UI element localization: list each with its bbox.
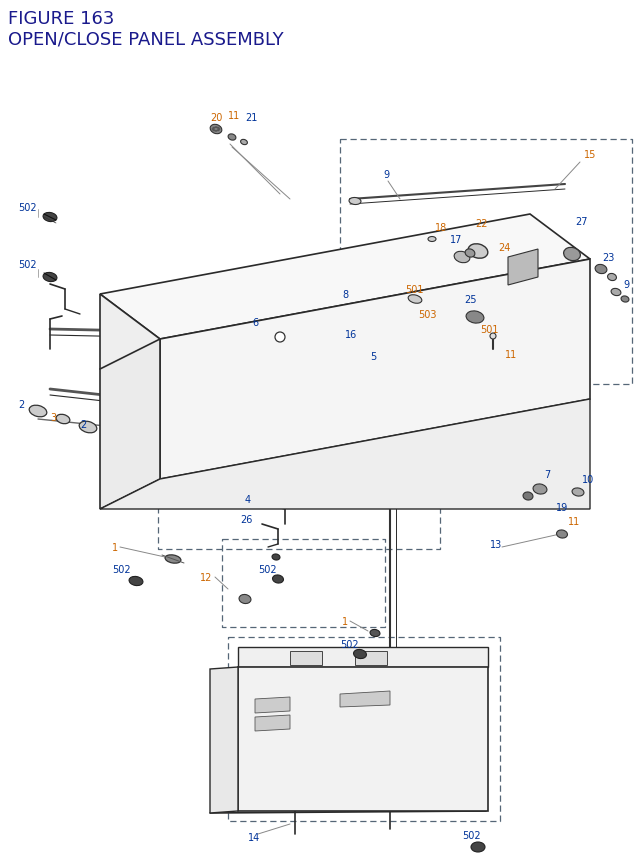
Polygon shape [100,294,160,414]
Polygon shape [210,667,238,813]
Ellipse shape [79,422,97,433]
Ellipse shape [43,273,57,282]
Ellipse shape [353,650,367,659]
Ellipse shape [29,406,47,418]
Ellipse shape [212,130,216,132]
Text: 502: 502 [340,639,358,649]
Text: 502: 502 [462,830,481,840]
Text: 502: 502 [18,202,36,213]
Text: 17: 17 [450,235,462,245]
Ellipse shape [129,577,143,586]
Ellipse shape [210,125,222,134]
Ellipse shape [471,842,485,852]
Ellipse shape [621,296,629,303]
Text: 3: 3 [50,412,56,423]
Text: 502: 502 [18,260,36,269]
Text: OPEN/CLOSE PANEL ASSEMBLY: OPEN/CLOSE PANEL ASSEMBLY [8,30,284,48]
Text: 11: 11 [228,111,240,121]
Polygon shape [160,260,590,480]
Text: 502: 502 [112,564,131,574]
Ellipse shape [428,238,436,242]
Polygon shape [100,214,590,339]
Ellipse shape [465,250,475,257]
Ellipse shape [214,131,218,133]
Circle shape [490,333,496,339]
Ellipse shape [272,554,280,561]
Text: 501: 501 [480,325,499,335]
Ellipse shape [43,214,57,222]
Text: 9: 9 [383,170,389,180]
Ellipse shape [454,252,470,263]
Text: 11: 11 [568,517,580,526]
Text: 9: 9 [623,280,629,289]
Bar [290,651,322,666]
Polygon shape [255,715,290,731]
Ellipse shape [572,488,584,497]
Ellipse shape [239,595,251,604]
Text: 2: 2 [80,419,86,430]
Text: 2: 2 [18,400,24,410]
Ellipse shape [218,129,221,131]
Text: 6: 6 [252,318,258,328]
Ellipse shape [564,248,580,262]
Bar [355,651,387,666]
Text: 5: 5 [370,351,376,362]
Text: 27: 27 [575,217,588,226]
Text: 12: 12 [200,573,212,582]
Ellipse shape [228,134,236,141]
Text: 1: 1 [342,616,348,626]
Text: 19: 19 [556,503,568,512]
Ellipse shape [216,130,220,132]
Text: 502: 502 [258,564,276,574]
Polygon shape [238,667,488,811]
Text: 13: 13 [490,539,502,549]
Text: 503: 503 [418,310,436,319]
Text: 11: 11 [505,350,517,360]
Ellipse shape [607,274,616,282]
Text: 26: 26 [240,514,252,524]
Text: 15: 15 [584,150,596,160]
Text: 8: 8 [342,289,348,300]
Ellipse shape [273,575,284,584]
Ellipse shape [216,127,220,129]
Text: FIGURE 163: FIGURE 163 [8,10,115,28]
Polygon shape [508,250,538,286]
Text: 23: 23 [602,253,614,263]
Ellipse shape [211,129,214,131]
Ellipse shape [241,140,248,146]
Polygon shape [255,697,290,713]
Text: 4: 4 [245,494,251,505]
Text: 21: 21 [245,113,257,123]
Text: 7: 7 [544,469,550,480]
Ellipse shape [468,245,488,259]
Text: 14: 14 [248,832,260,842]
Polygon shape [238,647,488,667]
Text: 1: 1 [112,542,118,553]
Ellipse shape [533,485,547,494]
Ellipse shape [466,312,484,324]
Ellipse shape [408,295,422,304]
Text: 10: 10 [582,474,595,485]
Ellipse shape [523,492,533,500]
Ellipse shape [611,289,621,296]
Text: 25: 25 [464,294,477,305]
Polygon shape [100,400,590,510]
Ellipse shape [165,555,181,563]
Text: 24: 24 [498,243,510,253]
Circle shape [275,332,285,343]
Text: 16: 16 [345,330,357,339]
Text: 20: 20 [210,113,222,123]
Ellipse shape [212,127,216,129]
Ellipse shape [214,127,218,129]
Ellipse shape [56,415,70,424]
Polygon shape [340,691,390,707]
Polygon shape [100,339,160,510]
Ellipse shape [370,629,380,637]
Ellipse shape [349,198,361,205]
Text: 22: 22 [475,219,488,229]
Ellipse shape [557,530,568,538]
Text: 501: 501 [405,285,424,294]
Text: 18: 18 [435,223,447,232]
Ellipse shape [595,265,607,275]
